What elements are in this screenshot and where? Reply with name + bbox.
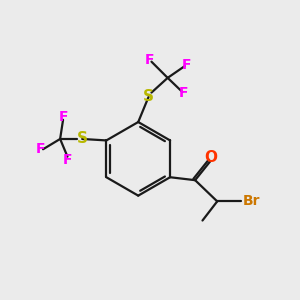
Text: F: F bbox=[145, 53, 155, 67]
Text: F: F bbox=[182, 58, 191, 72]
Text: F: F bbox=[63, 153, 72, 166]
Text: Br: Br bbox=[243, 194, 260, 208]
Text: F: F bbox=[58, 110, 68, 124]
Text: F: F bbox=[36, 142, 46, 156]
Text: S: S bbox=[77, 131, 88, 146]
Text: O: O bbox=[204, 150, 217, 165]
Text: F: F bbox=[179, 86, 189, 100]
Text: S: S bbox=[143, 89, 154, 104]
